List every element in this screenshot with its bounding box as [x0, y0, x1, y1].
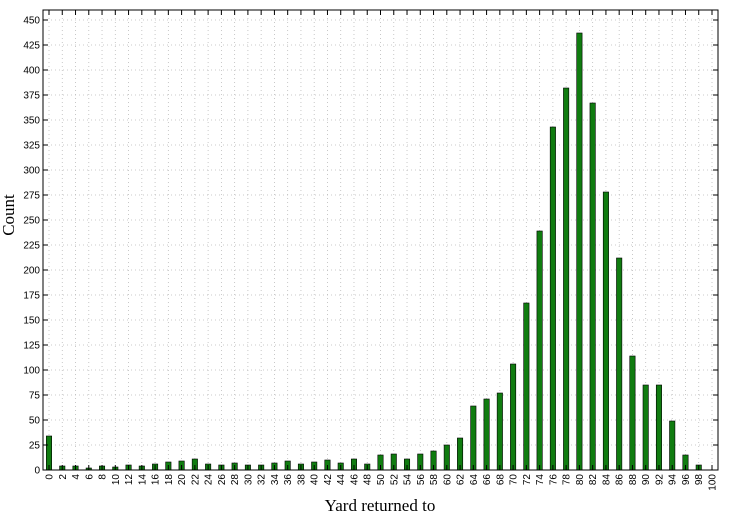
- x-tick-label: 42: [323, 474, 334, 486]
- x-tick-label: 92: [654, 474, 665, 486]
- x-tick-label: 58: [429, 474, 440, 486]
- x-tick-label: 84: [601, 474, 612, 486]
- bar-yard-92: [655, 384, 662, 471]
- x-tick-label: 78: [562, 474, 573, 486]
- x-tick-label: 2: [58, 474, 69, 480]
- y-tick-label: 450: [23, 16, 40, 27]
- x-tick-label: 48: [363, 474, 374, 486]
- x-tick-label: 60: [442, 474, 453, 486]
- bar-yard-78: [563, 87, 570, 471]
- y-tick-label: 0: [34, 466, 40, 477]
- x-tick-label: 50: [376, 474, 387, 486]
- x-tick-label: 18: [164, 474, 175, 486]
- x-tick-label: 16: [151, 474, 162, 486]
- x-tick-label: 72: [522, 474, 533, 486]
- x-tick-label: 62: [456, 474, 467, 486]
- x-tick-label: 24: [204, 474, 215, 486]
- x-tick-label: 8: [98, 474, 109, 480]
- bar-yard-84: [602, 191, 609, 471]
- bar-yard-82: [589, 102, 596, 471]
- x-tick-label: 52: [389, 474, 400, 486]
- x-tick-label: 76: [548, 474, 559, 486]
- x-tick-label: 74: [535, 474, 546, 486]
- x-tick-label: 4: [71, 474, 82, 480]
- x-tick-label: 14: [137, 474, 148, 486]
- y-tick-label: 375: [23, 91, 40, 102]
- x-tick-label: 6: [84, 474, 95, 480]
- y-tick-label: 175: [23, 291, 40, 302]
- bar-yard-88: [629, 355, 636, 471]
- bar-yard-70: [510, 363, 517, 471]
- x-tick-label: 20: [177, 474, 188, 486]
- x-tick-label: 88: [628, 474, 639, 486]
- bar-yard-76: [549, 126, 556, 471]
- x-tick-label: 40: [310, 474, 321, 486]
- x-tick-label: 26: [217, 474, 228, 486]
- bar-yard-0: [45, 435, 52, 471]
- x-tick-label: 82: [588, 474, 599, 486]
- y-tick-label: 325: [23, 141, 40, 152]
- x-tick-label: 68: [495, 474, 506, 486]
- x-tick-label: 0: [45, 474, 56, 480]
- y-tick-label: 425: [23, 41, 40, 52]
- x-tick-label: 38: [296, 474, 307, 486]
- x-tick-label: 12: [124, 474, 135, 486]
- y-tick-label: 150: [23, 316, 40, 327]
- bar-yard-86: [616, 257, 623, 471]
- x-tick-label: 28: [230, 474, 241, 486]
- x-tick-label: 90: [641, 474, 652, 486]
- y-tick-label: 100: [23, 366, 40, 377]
- y-tick-label: 350: [23, 116, 40, 127]
- x-tick-label: 10: [111, 474, 122, 486]
- bar-yard-80: [576, 32, 583, 471]
- x-tick-label: 34: [270, 474, 281, 486]
- bar-yard-64: [470, 405, 477, 471]
- x-tick-label: 80: [575, 474, 586, 486]
- x-tick-label: 96: [681, 474, 692, 486]
- x-tick-label: 44: [336, 474, 347, 486]
- bar-yard-68: [496, 392, 503, 471]
- bar-yard-74: [536, 230, 543, 471]
- bar-yard-66: [483, 398, 490, 471]
- x-tick-label: 30: [243, 474, 254, 486]
- y-tick-label: 275: [23, 191, 40, 202]
- x-tick-label: 70: [509, 474, 520, 486]
- y-tick-label: 300: [23, 166, 40, 177]
- y-tick-label: 50: [29, 416, 41, 427]
- y-tick-label: 225: [23, 241, 40, 252]
- x-tick-label: 22: [190, 474, 201, 486]
- x-tick-label: 46: [349, 474, 360, 486]
- y-axis: 0 25 50 75 100 125 150 175 200 225 250 275 300 325 350…: [23, 16, 718, 477]
- y-tick-label: 125: [23, 341, 40, 352]
- x-tick-label: 56: [416, 474, 427, 486]
- bar-yard-90: [642, 384, 649, 471]
- x-tick-label: 64: [469, 474, 480, 486]
- bar-yard-94: [669, 420, 676, 471]
- x-tick-label: 100: [708, 474, 719, 491]
- x-tick-label: 54: [403, 474, 414, 486]
- x-tick-label: 94: [668, 474, 679, 486]
- x-tick-label: 66: [482, 474, 493, 486]
- x-axis-title: Yard returned to: [325, 496, 436, 515]
- x-tick-label: 86: [615, 474, 626, 486]
- y-tick-label: 25: [29, 441, 41, 452]
- y-axis-title: Count: [0, 194, 18, 236]
- y-tick-label: 75: [29, 391, 41, 402]
- x-tick-label: 32: [257, 474, 268, 486]
- y-tick-label: 250: [23, 216, 40, 227]
- bars: [45, 32, 702, 471]
- y-tick-label: 400: [23, 66, 40, 77]
- x-tick-label: 36: [283, 474, 294, 486]
- bar-yard-72: [523, 302, 530, 471]
- y-tick-label: 200: [23, 266, 40, 277]
- grid: [43, 10, 718, 470]
- x-tick-label: 98: [694, 474, 705, 486]
- x-axis: 0 2 4 6 8 10 12 14 16 18 20 22 24 26 28 30 32 34 36 38 40 42 4…: [45, 10, 719, 491]
